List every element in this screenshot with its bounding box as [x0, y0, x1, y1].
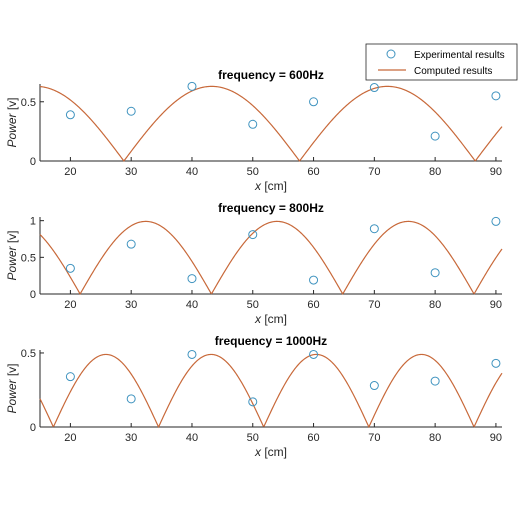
x-tick-label: 70	[368, 299, 380, 311]
experimental-point	[126, 394, 136, 404]
x-tick-label: 70	[368, 432, 380, 444]
legend-computed-label: Computed results	[414, 66, 492, 77]
experimental-point	[248, 397, 258, 407]
experimental-point	[248, 230, 258, 240]
experimental-point	[309, 97, 319, 107]
experimental-point	[187, 349, 197, 359]
x-tick-label: 50	[247, 432, 259, 444]
experimental-point	[126, 106, 136, 116]
x-tick-label: 40	[186, 432, 198, 444]
subplots-group: 20 30 40 50 60 70 80 90 0 0.5 frequency = 600Hz x […	[5, 68, 503, 459]
x-tick-label: 50	[247, 166, 259, 178]
x-tick-label: 70	[368, 166, 380, 178]
experimental-point	[65, 110, 75, 120]
subplot-2: 20 30 40 50 60 70 80 90 0 0.5 1 frequency = 800Hz x …	[5, 201, 503, 326]
experimental-point	[491, 358, 501, 368]
x-axis-label: x [cm]	[254, 445, 287, 459]
y-axis-label: Power [v]	[5, 363, 19, 413]
subplot-title: frequency = 800Hz	[218, 201, 324, 215]
x-tick-label: 20	[64, 432, 76, 444]
x-tick-label: 50	[247, 299, 259, 311]
x-tick-label: 20	[64, 166, 76, 178]
x-axis-label: x [cm]	[254, 179, 287, 193]
computed-results-line	[39, 85, 503, 162]
experimental-point	[248, 119, 258, 129]
experimental-point	[65, 372, 75, 382]
subplot-3: 20 30 40 50 60 70 80 90 0 0.5 frequency = 1000Hz x …	[5, 334, 503, 459]
subplot-1: 20 30 40 50 60 70 80 90 0 0.5 frequency = 600Hz x […	[5, 68, 503, 193]
experimental-point	[309, 349, 319, 359]
x-tick-label: 80	[429, 432, 441, 444]
experimental-point	[126, 239, 136, 249]
experimental-point	[491, 216, 501, 226]
experimental-point	[491, 91, 501, 101]
y-axis-label: Power [v]	[5, 97, 19, 147]
y-tick-label: 0	[30, 422, 36, 434]
subplot-title: frequency = 600Hz	[218, 68, 324, 82]
computed-results-line	[39, 220, 503, 295]
experimental-point	[369, 381, 379, 391]
y-tick-label: 0	[30, 289, 36, 301]
y-tick-label: 0.5	[21, 97, 36, 109]
x-tick-label: 60	[307, 432, 319, 444]
x-tick-label: 30	[125, 299, 137, 311]
y-tick-label: 1	[30, 216, 36, 228]
x-tick-label: 80	[429, 166, 441, 178]
x-tick-label: 30	[125, 432, 137, 444]
y-axis-label: Power [v]	[5, 230, 19, 280]
x-tick-label: 90	[490, 166, 502, 178]
y-tick-label: 0	[30, 156, 36, 168]
legend-experimental-marker	[386, 49, 396, 59]
experimental-point	[430, 376, 440, 386]
experimental-point	[430, 131, 440, 141]
legend-experimental-label: Experimental results	[414, 50, 505, 61]
x-tick-label: 90	[490, 299, 502, 311]
experimental-point	[187, 81, 197, 91]
y-tick-label: 0.5	[21, 252, 36, 264]
legend: Experimental results Computed results	[365, 43, 518, 81]
x-tick-label: 80	[429, 299, 441, 311]
x-tick-label: 40	[186, 299, 198, 311]
x-tick-label: 20	[64, 299, 76, 311]
subplot-title: frequency = 1000Hz	[215, 334, 327, 348]
experimental-point	[369, 83, 379, 93]
x-tick-label: 90	[490, 432, 502, 444]
experimental-point	[309, 275, 319, 285]
x-tick-label: 60	[307, 299, 319, 311]
x-tick-label: 60	[307, 166, 319, 178]
computed-results-line	[39, 353, 503, 429]
x-tick-label: 30	[125, 166, 137, 178]
y-tick-label: 0.5	[21, 348, 36, 360]
experimental-point	[430, 268, 440, 278]
experimental-point	[187, 274, 197, 284]
experimental-point	[65, 263, 75, 273]
x-tick-label: 40	[186, 166, 198, 178]
x-axis-label: x [cm]	[254, 312, 287, 326]
experimental-point	[369, 224, 379, 234]
